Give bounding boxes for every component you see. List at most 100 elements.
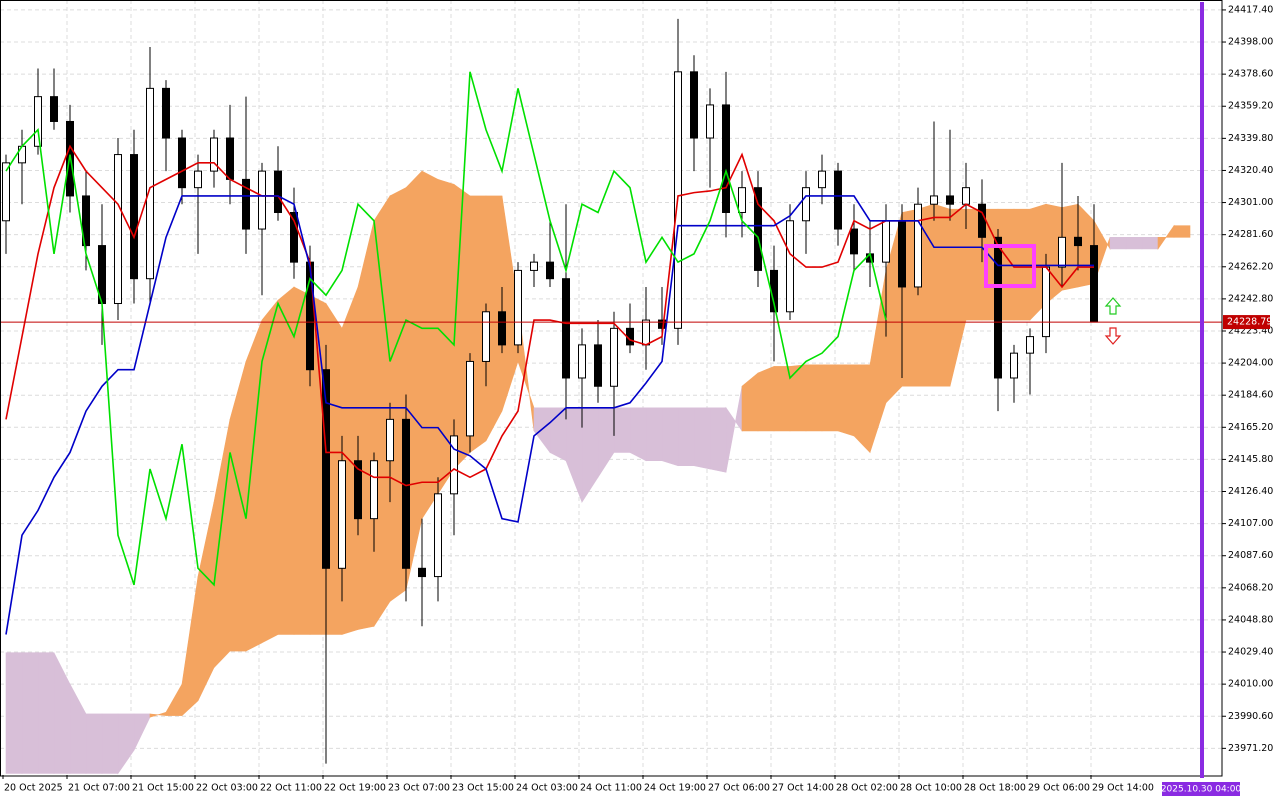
candle-body — [258, 170, 266, 230]
candle-body — [130, 154, 138, 280]
candle-body — [386, 418, 394, 462]
candle-body — [546, 261, 554, 280]
plot-area — [0, 18, 1222, 775]
cloud-segment — [661, 407, 679, 467]
candle-body — [434, 493, 442, 578]
y-tick-label: 24068.20 — [1228, 582, 1273, 593]
candle-body — [562, 278, 570, 379]
x-tick-label: 23 Oct 15:00 — [452, 783, 514, 794]
candle-body — [578, 344, 586, 379]
candle-body — [1010, 352, 1018, 379]
cloud-segment — [709, 407, 727, 473]
cloud-segment — [373, 194, 391, 628]
candle-body — [978, 203, 986, 238]
candle-body — [786, 220, 794, 313]
candle-body — [594, 344, 602, 387]
candle-body — [226, 137, 234, 180]
candle-body — [290, 211, 298, 263]
candle-body — [754, 187, 762, 271]
candle-body — [466, 360, 474, 437]
y-tick-label: 24378.60 — [1228, 69, 1273, 80]
candle-body — [178, 137, 186, 189]
y-tick-label: 24359.20 — [1228, 101, 1273, 112]
current-price-box — [1223, 315, 1270, 330]
y-tick-label: 24320.40 — [1228, 165, 1273, 176]
x-tick-label: 22 Oct 11:00 — [260, 783, 322, 794]
candle-body — [658, 319, 666, 329]
cloud-segment — [1141, 237, 1159, 250]
candle-body — [1026, 336, 1034, 354]
candle-body — [642, 319, 650, 346]
candle-body — [802, 187, 810, 222]
cloud-segment — [837, 364, 855, 437]
time-marker-label: 2025.10.30 04:00 — [1161, 785, 1242, 795]
cloud-segment — [805, 364, 823, 432]
x-tick-label: 21 Oct 15:00 — [132, 783, 194, 794]
cloud-segment — [933, 203, 951, 387]
candle-body — [210, 137, 218, 172]
candle-body — [242, 178, 250, 230]
x-tick-label: 24 Oct 19:00 — [644, 783, 706, 794]
cloud-segment — [37, 652, 55, 774]
candle-body — [722, 104, 730, 213]
highlight-box — [984, 244, 1036, 288]
candle-body — [338, 460, 346, 569]
y-tick-label: 24029.40 — [1228, 647, 1273, 658]
x-tick-label: 24 Oct 03:00 — [516, 783, 578, 794]
candle-body — [114, 154, 122, 305]
candle-body — [82, 195, 90, 247]
x-tick-label: 27 Oct 14:00 — [772, 783, 834, 794]
y-tick-label: 23971.20 — [1228, 743, 1273, 754]
candle-body — [690, 71, 698, 139]
y-tick-label: 23990.60 — [1228, 711, 1273, 722]
candle-body — [834, 170, 842, 230]
x-tick-label: 20 Oct 2025 — [4, 783, 63, 794]
candle-body — [450, 435, 458, 495]
axes: 24417.40 24398.00 24378.60 24359.20 24339.80… — [2, 4, 1273, 794]
candle-body — [898, 220, 906, 288]
candle-body — [882, 220, 890, 263]
x-tick-label: 23 Oct 07:00 — [388, 783, 450, 794]
cloud-segment — [1013, 208, 1031, 321]
x-tick-label: 29 Oct 06:00 — [1028, 783, 1090, 794]
y-tick-label: 24242.80 — [1228, 293, 1273, 304]
cloud-segment — [629, 407, 647, 462]
candle-body — [914, 203, 922, 288]
x-tick-label: 28 Oct 10:00 — [900, 783, 962, 794]
candle-body — [514, 269, 522, 346]
candle-body — [994, 236, 1002, 379]
candle-body — [850, 228, 858, 255]
x-tick-label: 24 Oct 11:00 — [580, 783, 642, 794]
candle-body — [498, 311, 506, 346]
candle-body — [962, 187, 970, 205]
current-price-label: 24228.79 — [1227, 317, 1272, 328]
cloud-segment — [357, 220, 375, 630]
y-tick-label: 24301.00 — [1228, 197, 1273, 208]
cloud-segment — [773, 366, 791, 432]
time-marker-box — [1162, 782, 1240, 796]
cloud-segment — [693, 407, 711, 470]
y-tick-label: 24184.60 — [1228, 390, 1273, 401]
candle-body — [1042, 266, 1050, 338]
cloud-segment — [421, 170, 439, 520]
x-tick-label: 22 Oct 03:00 — [196, 783, 258, 794]
candle-body — [530, 261, 538, 271]
sell-arrow — [1104, 327, 1122, 345]
cloud-segment — [21, 652, 39, 774]
time-marker-line — [1200, 2, 1204, 778]
candle-body — [738, 187, 746, 213]
candle-body — [370, 460, 378, 520]
y-tick-label: 24165.20 — [1228, 422, 1273, 433]
candle-body — [50, 96, 58, 122]
y-tick-label: 24398.00 — [1228, 37, 1273, 48]
x-tick-label: 27 Oct 06:00 — [708, 783, 770, 794]
cloud-segment — [1125, 237, 1143, 250]
buy-arrow — [1104, 297, 1122, 315]
cloud-segment — [757, 365, 775, 432]
y-tick-label: 24281.60 — [1228, 229, 1273, 240]
y-tick-label: 24087.60 — [1228, 550, 1273, 561]
cloud-segment — [245, 319, 263, 652]
y-tick-label: 24339.80 — [1228, 133, 1273, 144]
indicator-line — [5, 71, 887, 587]
candle-body — [1074, 236, 1082, 247]
